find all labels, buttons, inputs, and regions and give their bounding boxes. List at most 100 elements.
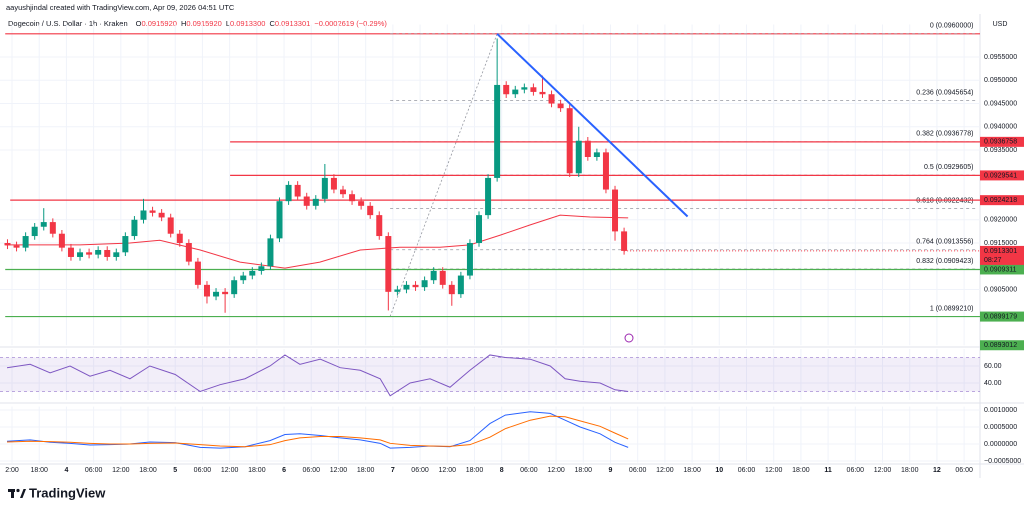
candle-body [466,243,473,276]
candle-body [104,249,111,257]
credit: aayushjindal created with TradingView.co… [6,3,235,12]
candle-body [231,280,238,295]
x-tick-label: 18:00 [575,467,593,474]
candle-body [385,236,392,292]
x-tick-label: 12 [933,467,941,474]
price-box [980,170,1024,181]
y-tick-label: 0.0915000 [984,240,1017,247]
x-tick-label: 18:00 [792,467,810,474]
y-tick-label: 0.0010000 [984,407,1017,414]
candle-body [566,108,573,174]
y-tick-label: 0.0905000 [984,286,1017,293]
x-tick-label: 06:00 [85,467,103,474]
candle-body [285,184,292,202]
candle-body [149,210,156,213]
candle-body [593,152,600,158]
x-tick-label: 4 [64,467,68,474]
price-box [980,136,1024,147]
x-tick-label: 06:00 [738,467,756,474]
ohlc-value: 0.0913301 [275,19,310,28]
y-tick-label: 0.0935000 [984,147,1017,154]
candle-body [276,201,283,239]
candle-body [49,222,56,234]
candle-body [122,236,129,253]
last-price-box [980,245,1024,265]
grid [0,24,980,463]
x-tick-label: 12:00 [112,467,130,474]
candle-body [530,87,537,92]
candle-body [557,103,564,109]
candle-body [612,189,619,232]
symbol-line: Dogecoin / U.S. Dollar · 1h · Kraken O0.0… [8,19,387,28]
candle-body [131,219,138,237]
candle-body [40,222,47,227]
fib-label: 0.832 (0.0909423) [916,258,973,265]
fib-label: 0.764 (0.0913556) [916,239,973,246]
candle-body [31,226,38,237]
x-tick-label: 06:00 [411,467,429,474]
x-tick-label: 18:00 [683,467,701,474]
currency: USD [993,21,1008,28]
candle-body [140,210,147,220]
fib-label: 0.5 (0.0929605) [924,164,973,171]
x-tick-label: 18:00 [466,467,484,474]
candle-body [394,289,401,292]
price-box-label: 0.0899179 [984,313,1017,320]
candle-body [321,177,328,199]
y-tick-label: −0.0005000 [984,458,1021,465]
y-tick-label: 60.00 [984,363,1002,370]
x-tick-label: 18:00 [248,467,266,474]
rsi-band [0,357,980,392]
price-box-label: 0.0893012 [984,342,1017,349]
event-icon [624,333,634,343]
candle-body [403,284,410,290]
candle-body [330,177,337,190]
x-tick-label: 18:00 [901,467,919,474]
x-tick-label: 06:00 [194,467,212,474]
candle-body [430,270,437,281]
candle-body [294,184,301,197]
last-price-label: 0.0913301 [984,248,1017,255]
logo-part [20,489,26,498]
fib-label: 0.382 (0.0936778) [916,131,973,138]
x-tick-label: 18:00 [139,467,157,474]
y-tick-label: 0.0005000 [984,424,1017,431]
candle-body [58,233,65,248]
x-tick-label: 06:00 [955,467,973,474]
candle-body [222,291,229,295]
candle-body [602,152,609,190]
x-tick-label: 10 [715,467,723,474]
logo-part [11,489,14,498]
x-tick-label: 6 [282,467,286,474]
ohlc-value: 0.0913300 [230,19,265,28]
candle-body [113,252,120,257]
y-tick-label: 0.0950000 [984,77,1017,84]
x-tick-label: 06:00 [302,467,320,474]
ohlc-value: 0.0915920 [141,19,176,28]
candle-body [367,205,374,216]
x-tick-label: 06:00 [629,467,647,474]
brand-logo [8,488,26,498]
candle-body [267,238,274,267]
y-tick-label: 0.0940000 [984,124,1017,131]
y-tick-label: 0.0000000 [984,441,1017,448]
indicator-line [7,415,629,448]
moving-average [5,214,629,269]
candle-body [448,284,455,295]
countdown: 08:27 [984,257,1002,264]
trendline [496,33,689,218]
y-tick-label: 0.0955000 [984,54,1017,61]
candle-body [349,194,356,202]
candle-body [249,270,256,276]
candle-body [203,284,210,297]
x-tick-label: 12:00 [874,467,892,474]
price-box-label: 0.0936758 [984,139,1017,146]
candle-body [95,249,102,255]
candle-body [158,212,165,218]
candle-body [77,252,84,257]
candle-body [621,231,628,251]
x-tick-label: 7 [391,467,395,474]
indicator-line [6,354,629,397]
x-tick-label: 06:00 [520,467,538,474]
